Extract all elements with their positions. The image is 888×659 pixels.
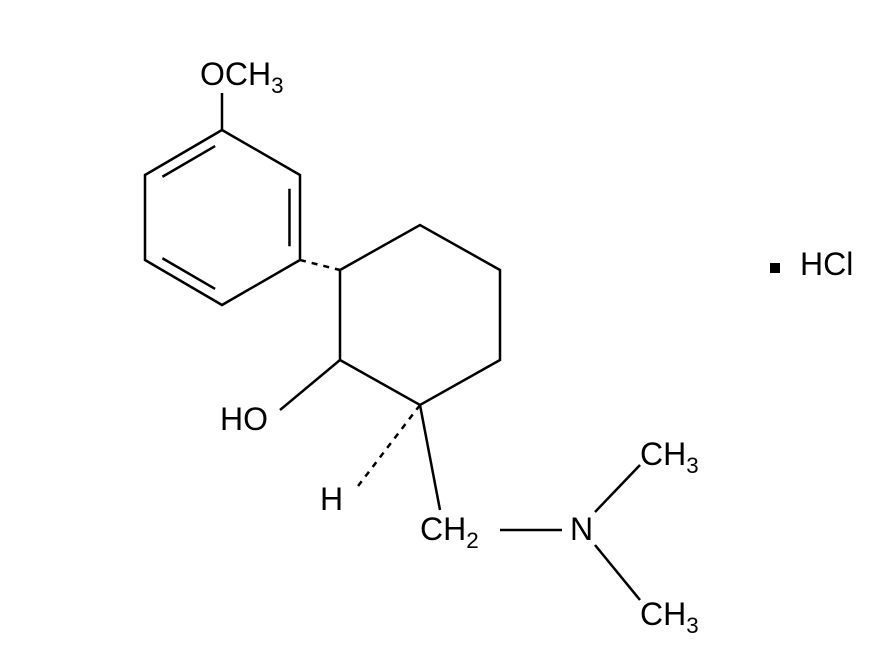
label-och3: OCH3 — [200, 56, 284, 98]
salt-dot — [770, 263, 780, 273]
bond-cyclo_to_ch2 — [420, 405, 440, 510]
atom-labels: OCH3 HO H CH2 N CH3 CH3 HCl — [200, 56, 853, 638]
bond-n_to_ch3b — [595, 545, 640, 600]
bond-ring_to_cyclo — [300, 260, 340, 270]
label-ch3b: CH3 — [640, 596, 699, 638]
label-ch2: CH2 — [420, 511, 479, 553]
benzene-ring — [145, 130, 300, 305]
bond-cyclo_to_oh — [280, 360, 340, 410]
molecule-diagram: OCH3 HO H CH2 N CH3 CH3 HCl — [0, 0, 888, 659]
bond-n_to_ch3a — [595, 465, 640, 512]
bond-cyclo_to_h — [355, 405, 420, 490]
label-ch3a: CH3 — [640, 436, 699, 478]
label-h: H — [320, 481, 343, 517]
label-n: N — [570, 511, 593, 547]
cyclohexane-ring — [340, 225, 500, 405]
label-hcl: HCl — [800, 246, 853, 282]
label-ho: HO — [220, 401, 268, 437]
